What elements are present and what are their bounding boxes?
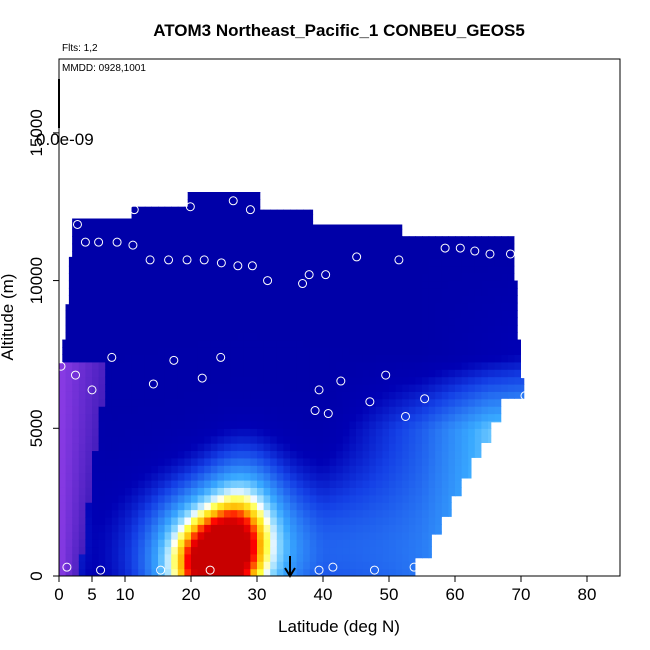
observation-point — [72, 219, 82, 229]
observation-point — [228, 196, 238, 206]
x-tick-label: 60 — [446, 585, 465, 604]
x-tick-label: 0 — [54, 585, 63, 604]
observation-point — [216, 352, 226, 362]
observation-point — [314, 565, 324, 575]
x-tick-label: 50 — [380, 585, 399, 604]
colorbar-label: 0.0e-09 — [36, 130, 94, 149]
colorbar: 0.0e-09 — [36, 79, 94, 149]
observation-point — [247, 261, 257, 271]
observation-point — [71, 370, 80, 380]
observation-point — [62, 562, 72, 572]
observation-point — [216, 258, 226, 268]
observation-point — [336, 376, 346, 386]
observation-point — [420, 394, 430, 404]
x-tick-label: 70 — [512, 585, 531, 604]
observation-point — [112, 237, 122, 247]
y-tick-label: 0 — [27, 571, 46, 580]
observation-point — [156, 565, 166, 575]
observation-point — [401, 411, 410, 421]
observation-point — [455, 243, 465, 253]
observation-point — [164, 255, 174, 265]
x-tick-label: 20 — [182, 585, 201, 604]
observation-point — [96, 565, 106, 575]
observation-point — [304, 270, 314, 280]
observation-point — [145, 255, 155, 265]
observation-point — [328, 562, 338, 572]
observation-point — [352, 252, 362, 262]
mmdd-label: MMDD: 0928,1001 — [62, 63, 146, 74]
observation-point — [107, 352, 117, 362]
observation-point — [80, 237, 90, 247]
observation-point — [365, 397, 375, 407]
observation-point — [128, 240, 138, 250]
x-tick-label: 80 — [578, 585, 597, 604]
y-tick-label: 15000 — [27, 109, 46, 156]
observation-point — [129, 205, 139, 215]
observation-point — [314, 385, 324, 395]
x-tick-label: 40 — [314, 585, 333, 604]
observation-point — [485, 249, 495, 259]
observation-point — [369, 565, 379, 575]
observation-point — [470, 246, 480, 256]
observation-point — [205, 565, 215, 575]
observation-point — [440, 243, 450, 253]
observation-point — [263, 276, 273, 286]
observation-point — [310, 406, 320, 416]
observation-point — [394, 255, 404, 265]
x-axis: 0 5 10 20 30 40 50 60 70 80 — [54, 575, 620, 604]
observation-point — [505, 249, 515, 259]
flights-label: Flts: 1,2 — [62, 43, 98, 54]
observation-point — [182, 255, 192, 265]
chart-title: ATOM3 Northeast_Pacific_1 CONBEU_GEOS5 — [153, 21, 525, 40]
observation-point — [321, 270, 331, 280]
y-tick-label: 5000 — [27, 409, 46, 447]
observation-point — [185, 202, 195, 212]
x-axis-label: Latitude (deg N) — [278, 617, 400, 636]
observation-point — [409, 562, 419, 572]
x-tick-label: 10 — [116, 585, 135, 604]
observation-point — [148, 379, 158, 389]
observation-point — [323, 409, 333, 419]
observation-point — [245, 205, 255, 215]
observation-point — [87, 385, 97, 395]
observation-point — [520, 391, 530, 401]
y-axis-label: Altitude (m) — [0, 274, 17, 361]
observation-point — [298, 279, 308, 289]
y-tick-label: 10000 — [27, 257, 46, 304]
observation-point — [381, 370, 391, 380]
observation-point — [94, 237, 104, 247]
observation-point — [199, 255, 209, 265]
observation-point — [233, 261, 243, 271]
observation-point — [169, 355, 179, 365]
y-axis: 0 5000 10000 15000 — [27, 109, 59, 581]
observation-point — [197, 373, 207, 383]
x-tick-label: 30 — [248, 585, 267, 604]
observation-point — [56, 361, 66, 371]
observation-points — [56, 196, 530, 575]
x-tick-label: 5 — [87, 585, 96, 604]
